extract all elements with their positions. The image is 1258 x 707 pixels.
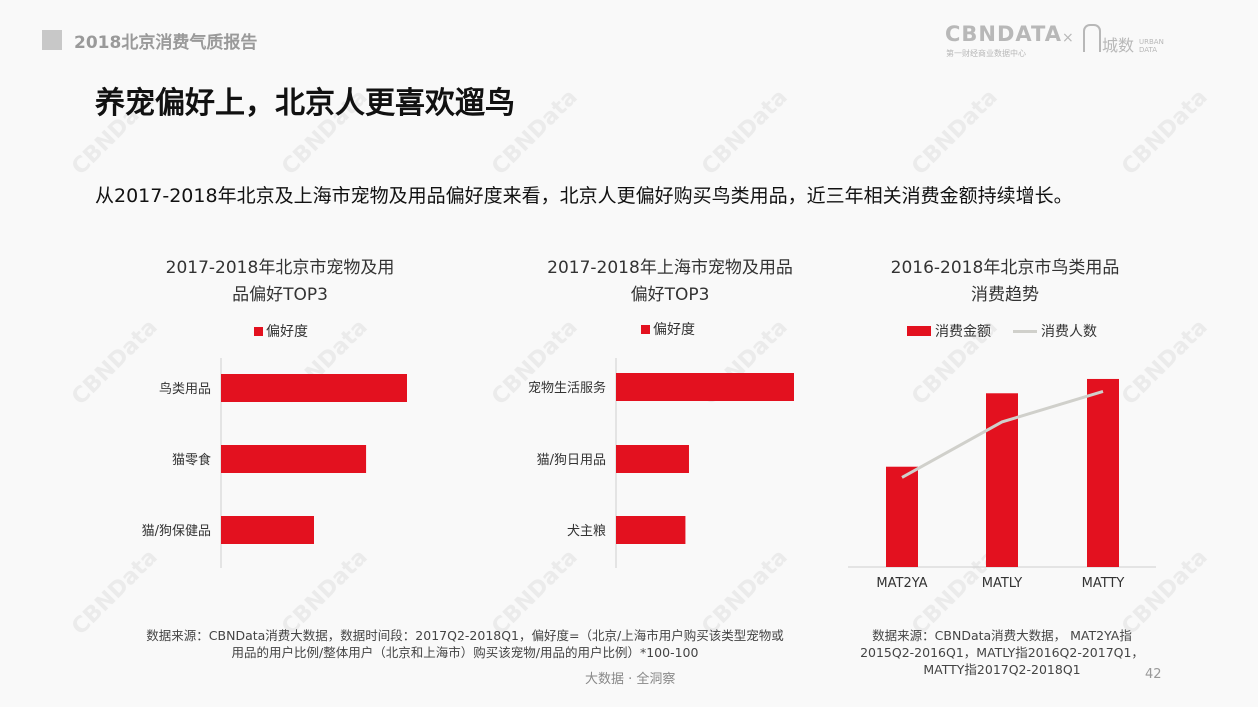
- source-note-left: 数据来源：CBNData消费大数据，数据时间段：2017Q2-2018Q1，偏好…: [120, 627, 810, 661]
- cbndata-logo-subtitle: 第一财经商业数据中心: [946, 49, 1026, 58]
- category-label: 猫/狗日用品: [537, 453, 606, 468]
- bar: [221, 516, 314, 544]
- legend-label: 消费人数: [1041, 324, 1097, 340]
- urban-data-logo-sub: URBAN DATA: [1139, 38, 1164, 54]
- header-square-icon: [42, 30, 62, 50]
- report-title: 2018北京消费气质报告: [74, 33, 258, 53]
- footer-tagline: 大数据 · 全洞察: [585, 672, 676, 687]
- bar: [1087, 378, 1119, 567]
- source-line: MATTY指2017Q2-2018Q1: [923, 662, 1081, 677]
- source-line: 2015Q2-2016Q1，MATLY指2016Q2-2017Q1，: [860, 645, 1144, 660]
- source-line: 数据来源：CBNData消费大数据，数据时间段：2017Q2-2018Q1，偏好…: [146, 628, 784, 643]
- legend-label: 偏好度: [266, 324, 308, 340]
- summary-text: 从2017-2018年北京及上海市宠物及用品偏好度来看，北京人更偏好购买鸟类用品…: [95, 185, 1073, 207]
- bar-line-chart-bird-trend: MAT2YA MATLY MATTY: [848, 378, 1156, 591]
- legend-label: 偏好度: [653, 322, 695, 338]
- source-note-right: 数据来源：CBNData消费大数据， MAT2YA指 2015Q2-2016Q1…: [842, 627, 1162, 678]
- page-title: 养宠偏好上，北京人更喜欢遛鸟: [95, 86, 515, 121]
- category-label: MAT2YA: [876, 576, 927, 591]
- chart-title-line: 品偏好TOP3: [232, 285, 328, 305]
- category-label: 猫零食: [172, 452, 211, 468]
- chart-title-line: 偏好TOP3: [630, 285, 710, 305]
- category-label: 犬主粮: [567, 524, 606, 539]
- legend-swatch-line: [1013, 330, 1037, 333]
- bar: [616, 516, 686, 544]
- category-label: MATTY: [1082, 576, 1125, 591]
- category-label: 鸟类用品: [159, 381, 211, 397]
- bar: [616, 373, 794, 401]
- watermark: CBNData: [697, 84, 793, 181]
- legend-swatch: [641, 325, 650, 334]
- urban-data-logo-text: 城数: [1102, 36, 1135, 55]
- legend-swatch: [254, 327, 263, 336]
- category-label: 猫/狗保健品: [142, 524, 211, 539]
- cbndata-logo: CBNDATA: [945, 22, 1062, 46]
- chart-title: 2017-2018年北京市宠物及用 品偏好TOP3: [130, 255, 430, 309]
- watermark: CBNData: [907, 84, 1003, 181]
- series-line: [901, 390, 1104, 479]
- bar: [221, 374, 407, 402]
- legend-label: 消费金额: [935, 324, 991, 340]
- page-number: 42: [1145, 667, 1162, 682]
- source-line: 用品的用户比例/整体用户（北京和上海市）购买该宠物/用品的用户比例）*100-1…: [231, 645, 699, 660]
- watermark: CBNData: [1117, 84, 1213, 181]
- chart-title-line: 消费趋势: [971, 285, 1039, 305]
- chart-title-line: 2017-2018年上海市宠物及用品: [547, 258, 793, 278]
- chart-title-line: 2016-2018年北京市鸟类用品: [890, 258, 1120, 278]
- category-label: 宠物生活服务: [528, 380, 606, 396]
- chart-title: 2016-2018年北京市鸟类用品 消费趋势: [860, 255, 1150, 309]
- bar: [616, 445, 689, 473]
- urban-data-logo-icon: [1083, 24, 1101, 52]
- legend-swatch-bar: [907, 326, 931, 336]
- source-line: 数据来源：CBNData消费大数据， MAT2YA指: [872, 628, 1132, 643]
- category-label: MATLY: [982, 576, 1023, 591]
- chart-title-line: 2017-2018年北京市宠物及用: [165, 258, 395, 278]
- bar: [221, 445, 367, 473]
- chart-title: 2017-2018年上海市宠物及用品 偏好TOP3: [515, 255, 825, 309]
- bar: [886, 466, 918, 567]
- logo-separator: ×: [1062, 30, 1074, 46]
